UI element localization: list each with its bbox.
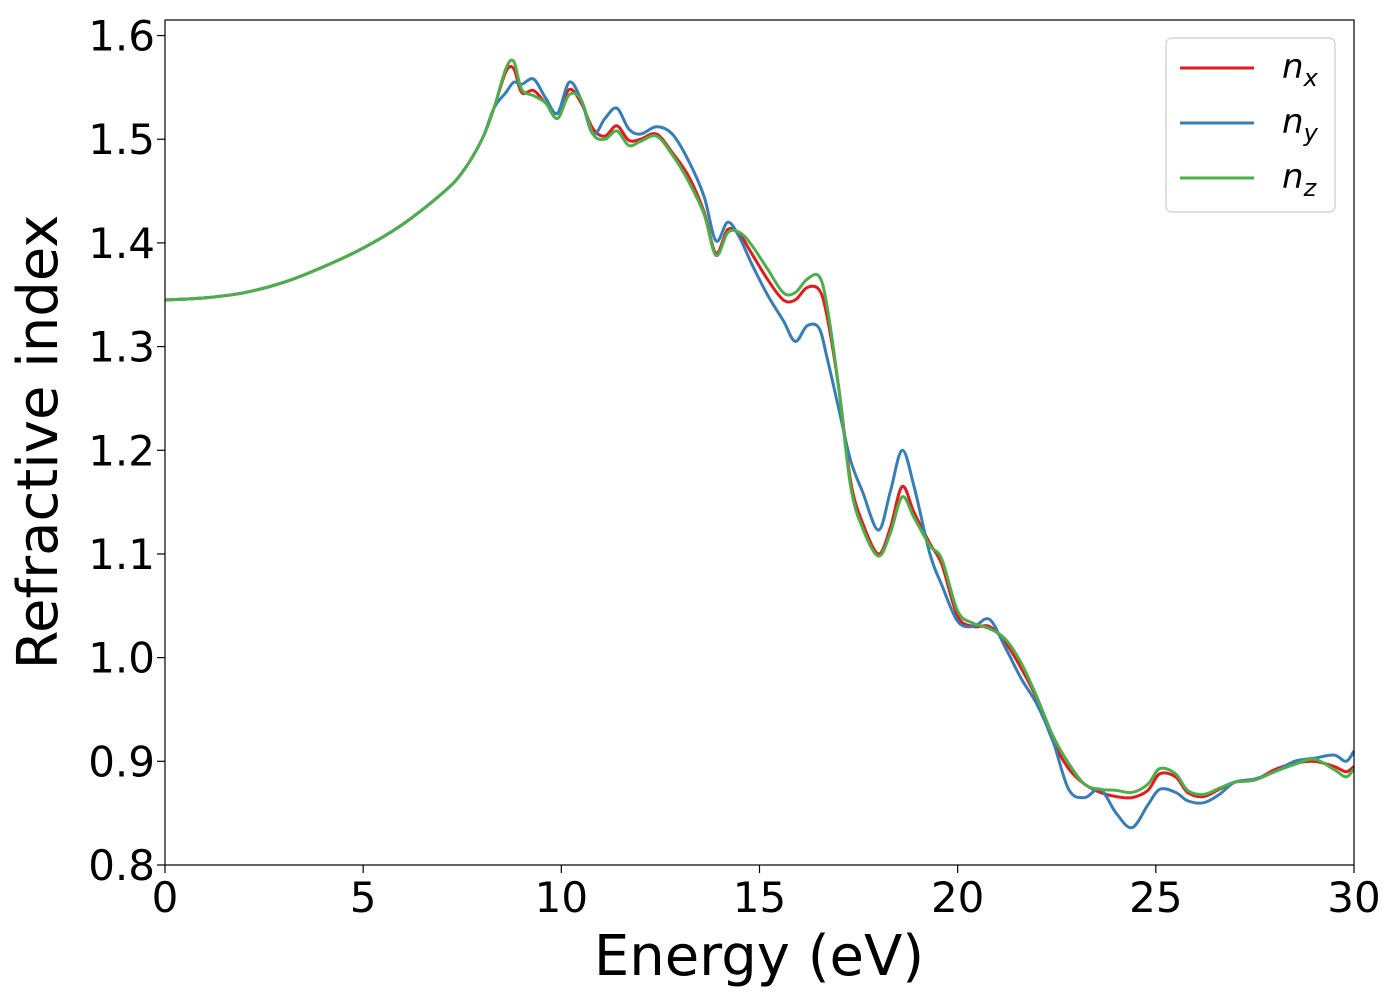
x-axis-ticks: 0 5 10 15 20 25 30	[152, 865, 1381, 922]
y-tick-label: 1.1	[88, 530, 155, 579]
legend-box	[1165, 37, 1336, 213]
y-tick-label: 1.6	[88, 12, 155, 61]
y-axis-label: Refractive index	[6, 215, 71, 670]
legend-label-base: n	[1282, 102, 1304, 142]
y-tick-label: 1.4	[88, 219, 155, 268]
x-tick-label: 25	[1129, 873, 1182, 922]
series-line-z	[164, 58, 1356, 797]
legend-label-z: nz	[1282, 157, 1318, 202]
legend-label-subscript: y	[1303, 119, 1319, 147]
x-tick-label: 0	[152, 873, 179, 922]
x-tick-label: 20	[931, 873, 984, 922]
x-axis-label: Energy (eV)	[594, 924, 924, 989]
y-tick-label: 1.2	[88, 426, 155, 475]
legend-label-x: nx	[1282, 47, 1319, 92]
y-tick-label: 1.5	[88, 115, 155, 164]
y-axis-ticks: 0.8 0.9 1.0 1.1 1.2 1.3 1.4 1.5 1.6	[88, 12, 165, 890]
series-line-y	[164, 77, 1356, 830]
legend-label-base: n	[1282, 157, 1304, 197]
x-tick-label: 15	[733, 873, 786, 922]
y-tick-label: 0.8	[88, 841, 155, 890]
x-tick-label: 10	[535, 873, 588, 922]
legend-label-base: n	[1282, 47, 1304, 87]
y-tick-label: 0.9	[88, 737, 155, 786]
series-layer	[164, 58, 1356, 830]
y-tick-label: 1.3	[88, 323, 155, 372]
x-tick-label: 5	[350, 873, 377, 922]
x-tick-label: 30	[1327, 873, 1380, 922]
y-tick-label: 1.0	[88, 634, 155, 683]
series-line-x	[164, 64, 1355, 800]
legend-label-subscript: z	[1303, 174, 1318, 202]
legend-label-y: ny	[1282, 102, 1319, 147]
legend-label-subscript: x	[1303, 64, 1319, 92]
